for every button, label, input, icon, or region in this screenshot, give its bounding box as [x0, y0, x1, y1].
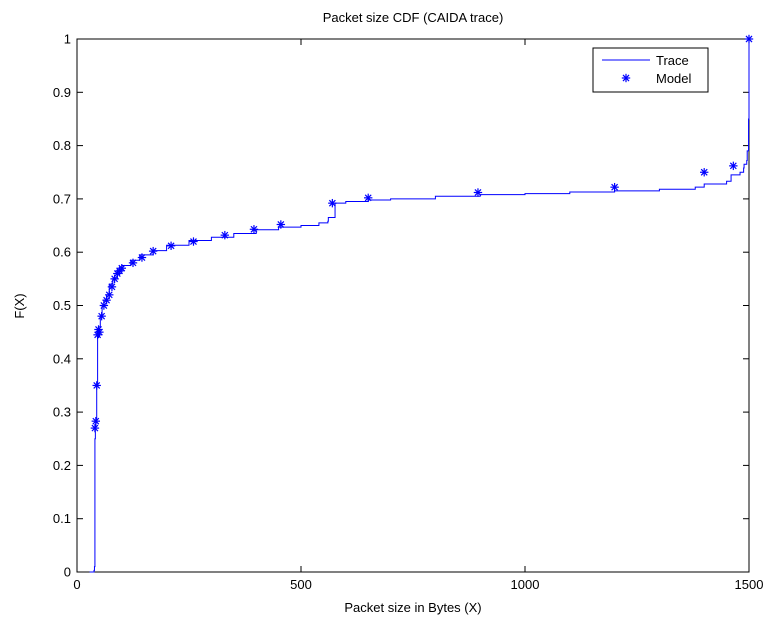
legend-model-marker — [621, 73, 631, 83]
model-point — [107, 282, 117, 292]
x-axis-label: Packet size in Bytes (X) — [344, 600, 481, 615]
model-point — [744, 34, 754, 44]
model-point — [97, 311, 106, 321]
x-tick-label: 1000 — [511, 577, 540, 592]
model-point — [473, 188, 483, 197]
y-tick-label: 0.8 — [53, 138, 71, 153]
chart-title: Packet size CDF (CAIDA trace) — [323, 10, 504, 25]
legend-trace-label: Trace — [656, 53, 689, 68]
model-point — [148, 246, 158, 256]
model-point — [105, 290, 114, 300]
model-point — [610, 182, 619, 192]
model-point — [249, 225, 259, 234]
y-tick-label: 0.1 — [53, 511, 71, 526]
model-point — [189, 237, 198, 246]
model-point — [128, 258, 138, 268]
legend-box — [592, 47, 709, 93]
trace-line — [89, 39, 750, 573]
y-tick-label: 0.6 — [53, 245, 71, 260]
x-tick-label: 0 — [73, 577, 80, 592]
y-tick-label: 0.3 — [53, 405, 71, 420]
x-axis-ticks: 0 500 1000 1500 — [73, 39, 763, 592]
model-point — [328, 198, 337, 208]
y-axis-label: F(X) — [12, 293, 27, 318]
model-point — [166, 241, 176, 251]
y-tick-label: 0.9 — [53, 85, 71, 100]
y-tick-label: 1 — [64, 32, 71, 47]
model-point — [92, 381, 101, 390]
model-point — [90, 423, 100, 433]
y-tick-label: 0.7 — [53, 191, 71, 206]
model-point — [91, 416, 101, 426]
model-point — [729, 161, 738, 171]
y-tick-label: 0.2 — [53, 458, 71, 473]
legend: Trace Model — [592, 47, 709, 93]
x-tick-label: 1500 — [735, 577, 764, 592]
model-point — [102, 295, 111, 305]
y-tick-label: 0.4 — [53, 351, 71, 366]
y-tick-label: 0.5 — [53, 298, 71, 313]
y-tick-label: 0 — [64, 565, 71, 580]
series-layer — [89, 34, 754, 573]
legend-asterisk — [621, 73, 631, 83]
model-point — [110, 274, 119, 284]
x-tick-label: 500 — [290, 577, 312, 592]
model-point — [117, 263, 126, 273]
y-axis-ticks: 0 0.1 0.2 0.3 0.4 0.5 0.6 0.7 0.8 0.9 1 — [53, 32, 749, 580]
model-point — [220, 230, 230, 240]
model-point — [276, 220, 286, 229]
model-point — [700, 168, 709, 177]
model-point — [137, 253, 147, 262]
plot-area — [76, 38, 750, 573]
model-point — [364, 193, 373, 203]
legend-model-label: Model — [656, 71, 692, 86]
model-point — [95, 327, 104, 337]
